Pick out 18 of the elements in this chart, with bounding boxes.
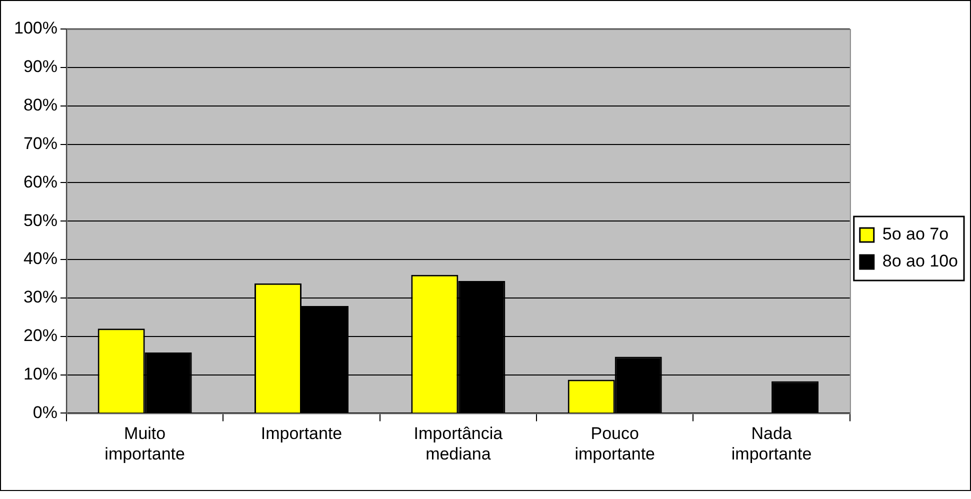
x-tick-label: Importante xyxy=(260,424,342,444)
y-tick-label: 20% xyxy=(23,326,58,346)
y-tick-label: 90% xyxy=(23,57,58,76)
y-tick-label: 30% xyxy=(23,288,58,307)
y-tick-label: 100% xyxy=(14,18,58,38)
y-tick-label: 50% xyxy=(23,210,58,230)
y-tick-label: 80% xyxy=(23,96,58,115)
legend-label: 5o ao 7o xyxy=(882,224,949,244)
y-tick-label: 70% xyxy=(23,134,58,153)
y-tick-label: 0% xyxy=(32,402,58,422)
y-tick-label: 40% xyxy=(23,249,58,268)
y-tick-label: 10% xyxy=(23,364,58,384)
legend-label: 8o ao 10o xyxy=(882,252,958,271)
x-tick-label: Importância mediana xyxy=(414,424,504,464)
y-tick-label: 60% xyxy=(23,172,58,192)
x-tick-label: Pouco importante xyxy=(574,424,656,464)
x-tick-label: Muito importante xyxy=(104,424,185,464)
x-tick-label: Nada importante xyxy=(731,424,812,464)
